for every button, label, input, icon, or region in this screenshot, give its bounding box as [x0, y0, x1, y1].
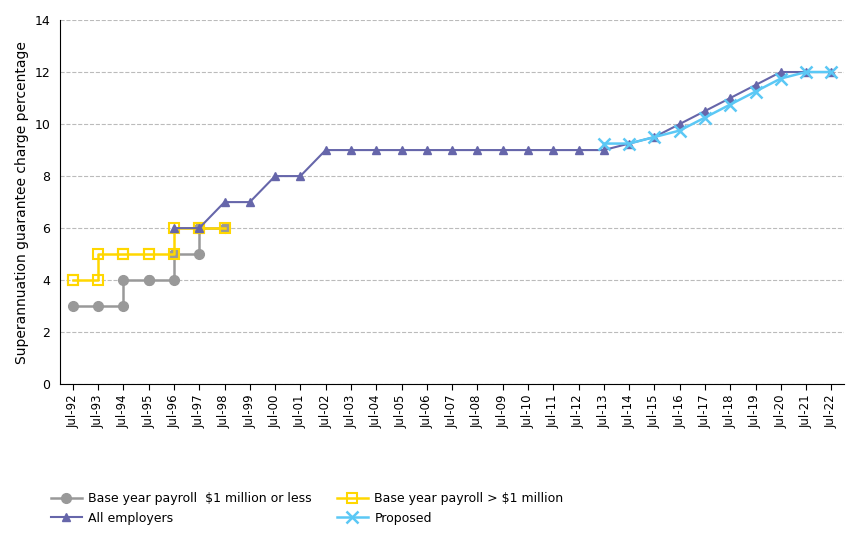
- Legend: Base year payroll  $1 million or less, All employers, Base year payroll > $1 mil: Base year payroll $1 million or less, Al…: [51, 492, 564, 525]
- Base year payroll  $1 million or less: [143, 277, 154, 283]
- Proposed: [801, 69, 811, 75]
- All employers: [674, 121, 685, 127]
- All employers: [573, 147, 583, 153]
- Base year payroll  $1 million or less: [168, 251, 179, 257]
- Base year payroll > $1 million: [194, 225, 204, 232]
- Base year payroll  $1 million or less: [119, 277, 129, 283]
- All employers: [751, 81, 761, 88]
- All employers: [245, 199, 255, 205]
- Base year payroll  $1 million or less: [194, 225, 204, 232]
- Base year payroll > $1 million: [143, 251, 154, 257]
- Base year payroll > $1 million: [68, 277, 78, 283]
- Base year payroll  $1 million or less: [143, 277, 154, 283]
- Proposed: [751, 88, 761, 95]
- All employers: [422, 147, 432, 153]
- Base year payroll > $1 million: [68, 277, 78, 283]
- All employers: [472, 147, 483, 153]
- Base year payroll > $1 million: [168, 251, 179, 257]
- Base year payroll > $1 million: [93, 251, 103, 257]
- Proposed: [674, 127, 685, 134]
- Line: All employers: All employers: [170, 68, 836, 232]
- All employers: [447, 147, 457, 153]
- Base year payroll > $1 million: [119, 251, 129, 257]
- All employers: [295, 173, 306, 180]
- Line: Base year payroll  $1 million or less: Base year payroll $1 million or less: [68, 223, 229, 311]
- Base year payroll  $1 million or less: [219, 225, 229, 232]
- All employers: [497, 147, 508, 153]
- All employers: [396, 147, 406, 153]
- Line: Base year payroll > $1 million: Base year payroll > $1 million: [68, 223, 229, 285]
- All employers: [168, 225, 179, 232]
- Base year payroll  $1 million or less: [168, 277, 179, 283]
- Base year payroll  $1 million or less: [194, 251, 204, 257]
- All employers: [219, 199, 229, 205]
- All employers: [270, 173, 280, 180]
- Base year payroll > $1 million: [219, 225, 229, 232]
- Y-axis label: Superannuation guarantee charge percentage: Superannuation guarantee charge percenta…: [15, 41, 29, 363]
- Proposed: [624, 140, 634, 147]
- All employers: [624, 140, 634, 147]
- All employers: [371, 147, 381, 153]
- All employers: [599, 147, 609, 153]
- All employers: [320, 147, 331, 153]
- All employers: [523, 147, 533, 153]
- Base year payroll > $1 million: [168, 225, 179, 232]
- Line: Proposed: Proposed: [598, 66, 837, 149]
- Proposed: [700, 114, 710, 121]
- All employers: [725, 95, 735, 102]
- Proposed: [725, 101, 735, 108]
- Base year payroll > $1 million: [194, 225, 204, 232]
- All employers: [194, 225, 204, 232]
- Base year payroll > $1 million: [93, 277, 103, 283]
- All employers: [776, 69, 786, 75]
- All employers: [700, 108, 710, 114]
- Proposed: [599, 140, 609, 147]
- Proposed: [826, 69, 837, 75]
- All employers: [826, 69, 837, 75]
- Base year payroll  $1 million or less: [93, 303, 103, 310]
- Proposed: [649, 134, 660, 141]
- All employers: [649, 134, 660, 141]
- All employers: [548, 147, 558, 153]
- All employers: [801, 69, 811, 75]
- Proposed: [776, 75, 786, 82]
- Base year payroll  $1 million or less: [119, 303, 129, 310]
- Base year payroll  $1 million or less: [68, 303, 78, 310]
- All employers: [346, 147, 356, 153]
- Base year payroll > $1 million: [119, 251, 129, 257]
- Base year payroll > $1 million: [143, 251, 154, 257]
